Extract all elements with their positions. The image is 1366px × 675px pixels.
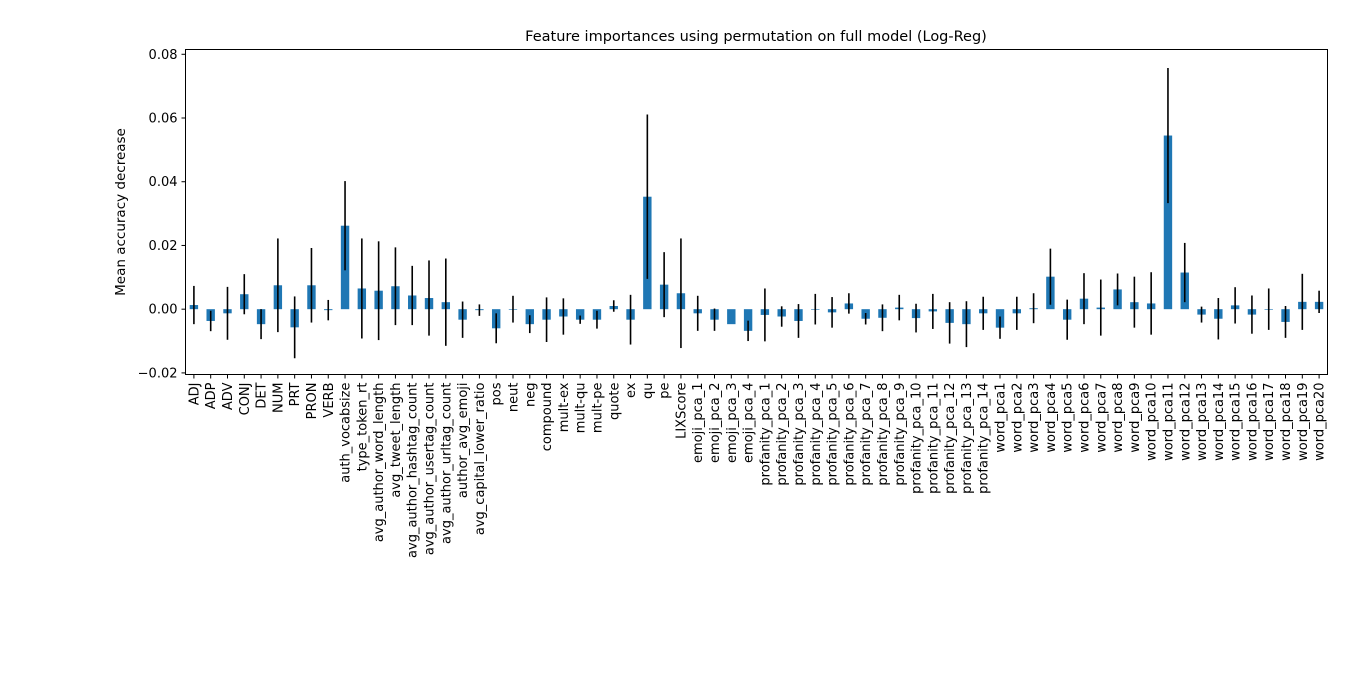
x-tick-label: CONJ [238, 383, 253, 416]
x-tick-label: auth_vocabsize [339, 383, 354, 483]
x-tick-label: profanity_pca_8 [876, 383, 891, 486]
x-tick-label: neg [523, 383, 538, 408]
x-tick-label: word_pca17 [1262, 383, 1277, 461]
x-tick-label: word_pca3 [1027, 383, 1042, 453]
y-tick-label: 0.00 [149, 303, 178, 318]
x-tick-label: profanity_pca_2 [775, 383, 790, 486]
x-tick-label: ex [624, 382, 639, 398]
x-tick-label: word_pca9 [1128, 383, 1143, 453]
x-tick-label: compound [540, 383, 555, 452]
x-tick-label: word_pca8 [1111, 383, 1126, 453]
y-tick-label: 0.02 [149, 239, 178, 254]
x-tick-label: profanity_pca_14 [977, 383, 992, 494]
x-axis-ticks: ADJ ADP ADV CONJ DET NUM PRT PRON VERB auth_vocab… [187, 374, 1328, 558]
y-tick-label: 0.06 [149, 112, 178, 127]
x-tick-label: avg_author_urltag_count [439, 383, 454, 544]
x-tick-label: word_pca1 [994, 383, 1009, 453]
x-tick-label: avg_author_hashtag_count [406, 382, 421, 557]
x-tick-label: ADP [204, 382, 219, 409]
x-tick-label: word_pca6 [1077, 383, 1092, 453]
x-tick-label: emoji_pca_1 [691, 383, 706, 463]
x-tick-label: word_pca19 [1296, 383, 1311, 461]
x-tick-label: DET [255, 382, 270, 408]
x-tick-label: word_pca20 [1313, 383, 1328, 461]
x-tick-label: NUM [271, 383, 286, 413]
bar [575, 309, 585, 320]
x-tick-label: PRT [288, 382, 303, 406]
x-tick-label: mult-qu [574, 383, 589, 434]
x-tick-label: profanity_pca_12 [943, 383, 958, 494]
x-tick-label: mult-pe [590, 383, 605, 434]
x-tick-label: emoji_pca_2 [708, 383, 723, 463]
x-tick-label: pos [490, 382, 505, 405]
x-tick-label: profanity_pca_13 [960, 382, 975, 493]
x-tick-label: avg_capital_lower_ratio [473, 382, 488, 535]
y-tick-label: 0.04 [149, 175, 178, 190]
x-tick-label: mult-ex [557, 382, 572, 432]
bar [1163, 135, 1173, 310]
x-tick-label: profanity_pca_3 [792, 383, 807, 486]
x-tick-label: emoji_pca_4 [742, 383, 757, 463]
chart-title: Feature importances using permutation on… [525, 29, 987, 45]
x-tick-label: neut [506, 383, 521, 413]
x-tick-label: word_pca15 [1229, 383, 1244, 461]
x-tick-label: word_pca13 [1195, 383, 1210, 461]
x-tick-label: ADV [221, 382, 236, 410]
x-tick-label: profanity_pca_7 [859, 383, 874, 486]
x-tick-label: PRON [305, 383, 320, 420]
x-tick-label: word_pca2 [1010, 383, 1025, 453]
y-axis-label: Mean accuracy decrease [113, 128, 129, 296]
x-tick-label: avg_tweet_length [389, 383, 404, 498]
x-tick-label: word_pca11 [1161, 383, 1176, 461]
x-tick-label: word_pca16 [1245, 383, 1260, 461]
x-tick-label: pe [658, 382, 673, 398]
x-tick-label: word_pca12 [1178, 383, 1193, 461]
x-tick-label: word_pca18 [1279, 383, 1294, 461]
x-tick-label: profanity_pca_10 [910, 383, 925, 494]
x-tick-label: word_pca10 [1145, 383, 1160, 461]
x-tick-label: profanity_pca_6 [842, 383, 857, 486]
x-tick-label: word_pca14 [1212, 383, 1227, 461]
x-tick-label: profanity_pca_1 [758, 383, 773, 486]
x-tick-label: VERB [322, 383, 337, 418]
x-tick-label: profanity_pca_4 [809, 383, 824, 486]
x-tick-label: profanity_pca_9 [893, 383, 908, 486]
y-tick-label: −0.02 [138, 366, 178, 381]
x-tick-label: avg_author_usertag_count [423, 383, 438, 556]
bar [727, 309, 736, 325]
x-tick-label: LIXScore [674, 383, 689, 439]
x-tick-label: word_pca5 [1061, 383, 1076, 453]
x-tick-label: author_avg_emoji [456, 382, 471, 498]
x-tick-label: avg_author_word_length [372, 383, 387, 543]
plot-area-frame [185, 49, 1328, 375]
x-tick-label: ADJ [187, 383, 202, 406]
x-tick-label: emoji_pca_3 [725, 383, 740, 463]
error-bars-layer [193, 67, 1320, 359]
bars-layer [189, 135, 1324, 331]
x-tick-label: word_pca7 [1094, 383, 1109, 453]
x-tick-label: profanity_pca_5 [826, 383, 841, 486]
x-tick-label: type_token_rt [355, 383, 370, 472]
x-tick-label: word_pca4 [1044, 383, 1059, 453]
x-tick-label: quote [607, 383, 622, 421]
y-tick-label: 0.08 [149, 48, 178, 63]
x-tick-label: qu [641, 383, 656, 400]
bar [743, 309, 753, 331]
y-axis-ticks: −0.02 0.00 0.02 0.04 0.06 0.08 [138, 48, 186, 381]
x-tick-label: profanity_pca_11 [926, 383, 941, 494]
